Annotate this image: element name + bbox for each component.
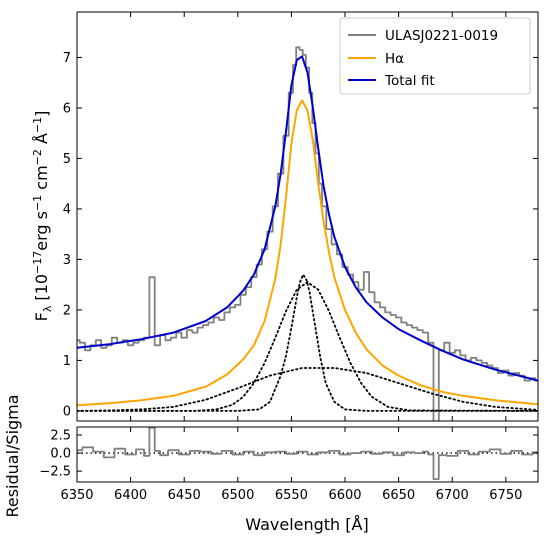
residual-xtick-label: 6550 <box>275 488 308 503</box>
spectrum-series-4 <box>77 281 538 412</box>
residual-xtick-label: 6500 <box>221 488 254 503</box>
legend-label-halpha: Hα <box>385 51 404 67</box>
spectrum-series-1 <box>77 99 538 407</box>
spectrum-ytick-label: 1 <box>63 354 71 369</box>
residual-ytick-label: 0.0 <box>50 447 71 462</box>
residual-y-axis-label: Residual/Sigma <box>3 394 22 517</box>
residual-series-0 <box>77 427 538 480</box>
spectrum-series-0 <box>77 46 538 421</box>
spectrum-panel: 0 1 2 3 4 5 6 7 Fλ [10−17erg s−1 cm−2 Å−1] ULAS… <box>31 11 539 422</box>
legend: ULASJ0221-0019 Hα Total fit <box>339 17 531 95</box>
spectrum-ytick-label: 5 <box>63 152 71 167</box>
residual-xtick-label: 6450 <box>168 488 201 503</box>
spectrum-ytick-label: 0 <box>63 404 71 419</box>
spectrum-series-2 <box>77 55 538 382</box>
spectrum-ytick-label: 6 <box>63 101 71 116</box>
legend-entry-halpha: Hα <box>348 51 404 67</box>
spectrum-series-5 <box>77 367 538 412</box>
residual-xtick-label: 6600 <box>328 488 361 503</box>
legend-entry-total-fit: Total fit <box>348 73 435 89</box>
residual-xtick-label: 6400 <box>114 488 147 503</box>
spectrum-ytick-label: 3 <box>63 253 71 268</box>
spectrum-series-3 <box>77 273 538 412</box>
spectrum-y-axis-label: Fλ [10−17erg s−1 cm−2 Å−1] <box>31 111 54 322</box>
spectrum-ytick-label: 2 <box>63 303 71 318</box>
residual-axes-frame <box>76 426 539 483</box>
legend-label-total-fit: Total fit <box>384 73 435 89</box>
residual-ytick-label: −2.5 <box>39 465 71 480</box>
residual-xtick-label: 6700 <box>436 488 469 503</box>
residual-xtick-label: 6350 <box>60 488 93 503</box>
residual-panel: −2.5 0.0 2.5 6350 6400 6450 6500 6550 6600 6650 6… <box>3 394 539 534</box>
x-axis-label: Wavelength [Å] <box>245 515 368 534</box>
legend-label-observed: ULASJ0221-0019 <box>385 28 498 44</box>
residual-xtick-label: 6650 <box>382 488 415 503</box>
spectrum-axes-frame <box>76 11 539 422</box>
residual-ytick-label: 2.5 <box>50 428 71 443</box>
spectrum-ytick-label: 4 <box>63 202 71 217</box>
legend-entry-observed: ULASJ0221-0019 <box>348 28 498 44</box>
spectrum-ytick-label: 7 <box>63 51 71 66</box>
residual-xtick-label: 6750 <box>489 488 522 503</box>
legend-box <box>339 17 531 95</box>
